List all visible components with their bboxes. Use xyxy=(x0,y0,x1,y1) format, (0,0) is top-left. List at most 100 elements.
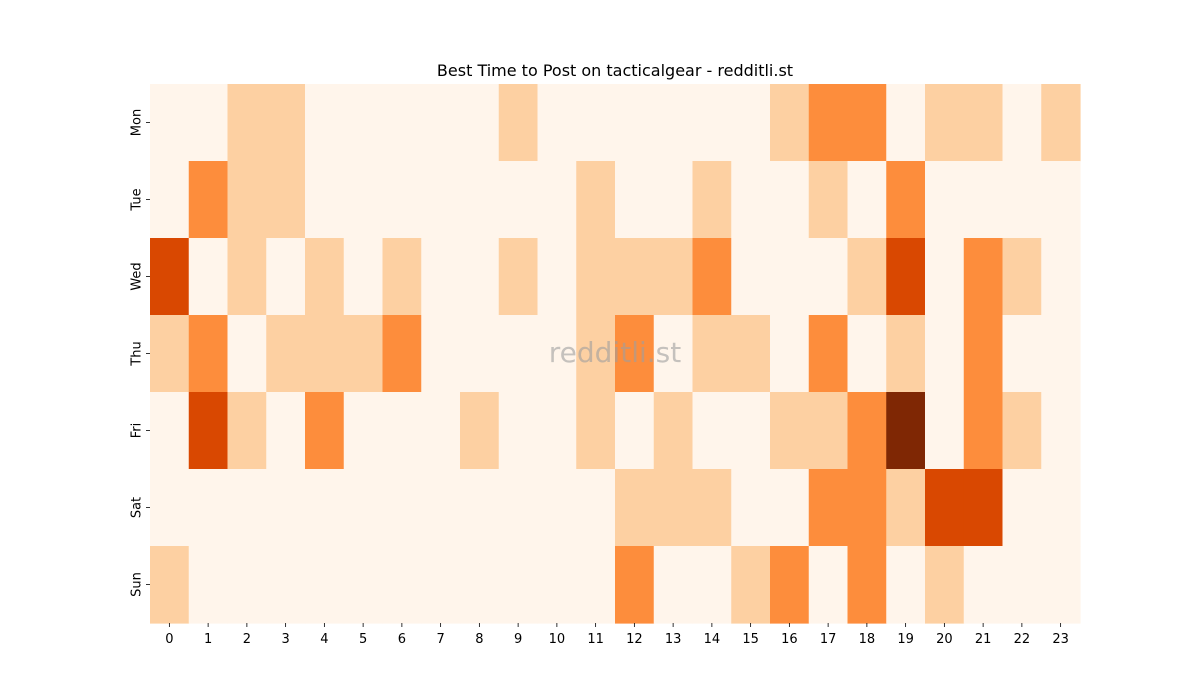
heatmap-cell xyxy=(615,161,655,239)
watermark-text: redditli.st xyxy=(549,336,681,369)
y-tick-label: Sun xyxy=(130,572,145,597)
heatmap-cell xyxy=(653,392,694,470)
heatmap-cell xyxy=(498,392,539,470)
heatmap-cell xyxy=(498,546,539,624)
heatmap-cell xyxy=(498,84,539,162)
heatmap-cell xyxy=(808,546,849,624)
heatmap-cell xyxy=(150,315,190,393)
x-tick-label: 8 xyxy=(475,632,483,647)
heatmap-cell xyxy=(1041,238,1081,316)
heatmap-cell xyxy=(653,238,694,316)
heatmap-cell xyxy=(460,392,500,470)
heatmap-cell xyxy=(925,469,965,547)
heatmap-cell xyxy=(615,546,655,624)
heatmap-cell xyxy=(150,469,190,547)
y-tick-label: Sat xyxy=(130,497,145,518)
x-tick-label: 1 xyxy=(204,632,212,647)
heatmap-cell xyxy=(537,392,577,470)
y-axis-ticks: Mon Tue Wed Thu Fri Sat Sun xyxy=(130,109,150,597)
heatmap-cell xyxy=(1041,392,1081,470)
heatmap-cell xyxy=(925,315,965,393)
heatmap-cell xyxy=(886,469,926,547)
heatmap-cell xyxy=(963,469,1004,547)
heatmap-cell xyxy=(808,84,849,162)
x-tick-label: 10 xyxy=(549,632,566,647)
heatmap-cell xyxy=(808,392,849,470)
heatmap-cell xyxy=(188,84,229,162)
x-tick-label: 18 xyxy=(859,632,876,647)
y-tick-label: Fri xyxy=(130,423,145,439)
heatmap-cell xyxy=(576,161,616,239)
heatmap-cell xyxy=(1002,238,1042,316)
heatmap-cells xyxy=(150,84,1081,624)
heatmap-cell xyxy=(537,315,577,393)
heatmap-cell xyxy=(537,238,577,316)
heatmap-cell xyxy=(421,161,461,239)
heatmap-cell xyxy=(692,469,732,547)
heatmap-cell xyxy=(150,546,190,624)
heatmap-cell xyxy=(343,392,384,470)
heatmap-cell xyxy=(963,161,1004,239)
x-tick-label: 12 xyxy=(626,632,643,647)
heatmap-cell xyxy=(343,315,384,393)
heatmap-cell xyxy=(188,392,229,470)
heatmap-cell xyxy=(731,469,771,547)
heatmap-cell xyxy=(847,238,887,316)
heatmap-cell xyxy=(460,546,500,624)
heatmap-cell xyxy=(460,84,500,162)
heatmap-cell xyxy=(925,84,965,162)
heatmap-cell xyxy=(963,546,1004,624)
heatmap-cell xyxy=(692,546,732,624)
heatmap-cell xyxy=(770,161,810,239)
heatmap-cell xyxy=(150,392,190,470)
x-tick-label: 15 xyxy=(742,632,759,647)
heatmap-cell xyxy=(188,315,229,393)
heatmap-cell xyxy=(343,469,384,547)
heatmap-cell xyxy=(731,238,771,316)
x-tick-label: 7 xyxy=(436,632,444,647)
heatmap-cell xyxy=(576,315,616,393)
heatmap-cell xyxy=(305,392,345,470)
heatmap-cell xyxy=(925,238,965,316)
heatmap-cell xyxy=(808,315,849,393)
heatmap-cell xyxy=(305,161,345,239)
heatmap-cell xyxy=(498,315,539,393)
heatmap-cell xyxy=(576,546,616,624)
heatmap-cell xyxy=(1002,392,1042,470)
heatmap-cell xyxy=(925,392,965,470)
heatmap-cell xyxy=(731,392,771,470)
heatmap-cell xyxy=(498,238,539,316)
x-tick-label: 13 xyxy=(665,632,682,647)
heatmap-cell xyxy=(653,84,694,162)
heatmap-cell xyxy=(886,84,926,162)
heatmap-cell xyxy=(305,546,345,624)
x-tick-label: 3 xyxy=(281,632,289,647)
heatmap-cell xyxy=(692,315,732,393)
heatmap-cell xyxy=(1002,469,1042,547)
heatmap-cell xyxy=(615,315,655,393)
heatmap-cell xyxy=(886,238,926,316)
heatmap-cell xyxy=(343,84,384,162)
heatmap-cell xyxy=(421,315,461,393)
heatmap-cell xyxy=(770,392,810,470)
heatmap-cell xyxy=(963,315,1004,393)
heatmap-cell xyxy=(266,546,306,624)
heatmap-cell xyxy=(731,84,771,162)
heatmap-cell xyxy=(188,546,229,624)
heatmap-cell xyxy=(343,161,384,239)
heatmap-cell xyxy=(150,161,190,239)
heatmap-cell xyxy=(266,161,306,239)
heatmap-cell xyxy=(343,238,384,316)
heatmap-cell xyxy=(653,469,694,547)
x-axis-ticks: 0 1 2 3 4 5 6 7 8 9 10 11 12 13 14 15 16 17 18 19 20 21 22 23 xyxy=(165,623,1069,647)
heatmap-cell xyxy=(692,84,732,162)
heatmap-cell xyxy=(731,315,771,393)
heatmap-cell xyxy=(847,161,887,239)
heatmap-cell xyxy=(963,238,1004,316)
y-tick-label: Thu xyxy=(130,341,145,366)
heatmap-cell xyxy=(460,315,500,393)
heatmap-cell xyxy=(808,161,849,239)
heatmap-cell xyxy=(576,469,616,547)
heatmap-cell xyxy=(886,392,926,470)
